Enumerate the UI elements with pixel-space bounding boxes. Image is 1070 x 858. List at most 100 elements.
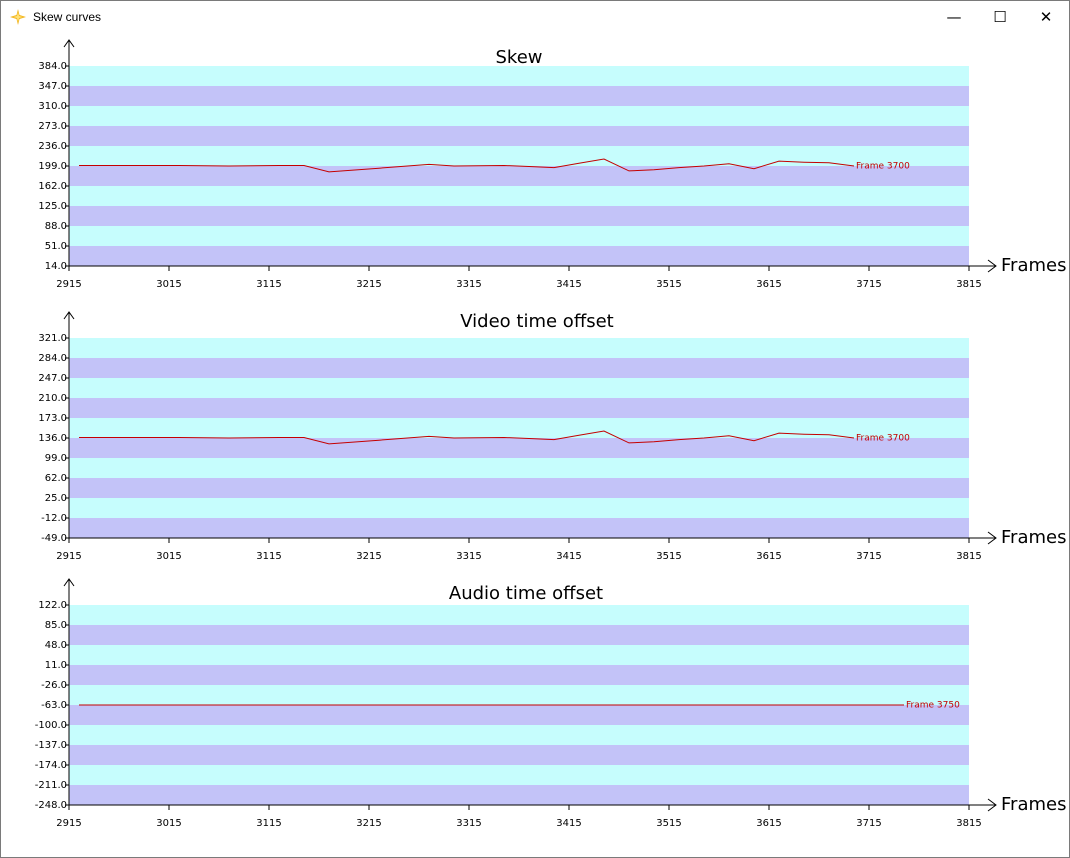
x-tick-label: 3015	[156, 818, 181, 829]
x-axis-label: Frames	[1001, 794, 1066, 815]
plot-band	[69, 206, 969, 226]
x-tick-label: 3315	[456, 818, 481, 829]
plot-band	[69, 246, 969, 266]
chart-title: Audio time offset	[449, 583, 603, 604]
plot-band	[69, 665, 969, 685]
plot-band	[69, 146, 969, 166]
plot-band	[69, 765, 969, 785]
x-axis-arrow	[987, 531, 997, 545]
title-bar[interactable]: Skew curves — ☐ ✕	[1, 1, 1069, 33]
plot-band	[69, 745, 969, 765]
y-tick-label: 48.0	[45, 640, 67, 651]
plot-band	[69, 478, 969, 498]
y-tick-label: 85.0	[45, 620, 67, 631]
plot-band	[69, 186, 969, 206]
y-tick-label: 384.0	[38, 61, 67, 72]
x-tick-label: 2915	[56, 279, 81, 290]
y-tick-label: -26.0	[41, 680, 67, 691]
y-tick-label: 122.0	[38, 600, 67, 611]
x-axis-arrow	[987, 798, 997, 812]
x-tick-label: 3815	[956, 551, 981, 562]
y-tick-label: 247.0	[38, 373, 67, 384]
x-tick-label: 2915	[56, 818, 81, 829]
y-tick-label: -248.0	[35, 800, 67, 811]
maximize-button[interactable]: ☐	[993, 8, 1007, 26]
y-tick-label: 273.0	[38, 121, 67, 132]
plot-band	[69, 685, 969, 705]
y-tick-label: 310.0	[38, 101, 67, 112]
y-tick-label: 88.0	[45, 221, 67, 232]
close-button[interactable]: ✕	[1039, 8, 1053, 26]
y-tick-label: -63.0	[41, 700, 67, 711]
x-tick-label: 3015	[156, 279, 181, 290]
plot-band	[69, 358, 969, 378]
plot-band	[69, 86, 969, 106]
y-tick-label: -174.0	[35, 760, 67, 771]
plot-band	[69, 785, 969, 805]
minimize-button[interactable]: —	[946, 8, 962, 26]
y-tick-label: 136.0	[38, 433, 67, 444]
x-tick-label: 3215	[356, 279, 381, 290]
x-tick-label: 3815	[956, 818, 981, 829]
plot-band	[69, 126, 969, 146]
chart-title: Video time offset	[460, 311, 613, 332]
plot-band	[69, 106, 969, 126]
y-tick-label: 14.0	[45, 261, 67, 272]
y-tick-label: 199.0	[38, 161, 67, 172]
plot-band	[69, 338, 969, 358]
plot-band	[69, 605, 969, 625]
y-tick-label: 125.0	[38, 201, 67, 212]
y-tick-label: 210.0	[38, 393, 67, 404]
y-tick-label: 62.0	[45, 473, 67, 484]
y-tick-label: 51.0	[45, 241, 67, 252]
x-tick-label: 3415	[556, 551, 581, 562]
spark-icon	[10, 9, 26, 25]
y-tick-label: -12.0	[41, 513, 67, 524]
y-tick-label: 162.0	[38, 181, 67, 192]
x-tick-label: 3115	[256, 279, 281, 290]
plot-band	[69, 378, 969, 398]
y-axis-arrow	[63, 311, 75, 320]
plot-band	[69, 518, 969, 538]
y-tick-label: -137.0	[35, 740, 67, 751]
plot-band	[69, 645, 969, 665]
y-tick-label: -49.0	[41, 533, 67, 544]
x-axis-label: Frames	[1001, 255, 1066, 276]
plot-band	[69, 725, 969, 745]
y-tick-label: 321.0	[38, 333, 67, 344]
x-tick-label: 3615	[756, 818, 781, 829]
y-tick-label: 236.0	[38, 141, 67, 152]
y-tick-label: 173.0	[38, 413, 67, 424]
y-tick-label: -100.0	[35, 720, 67, 731]
plot-band	[69, 458, 969, 478]
x-tick-label: 3815	[956, 279, 981, 290]
y-tick-label: 347.0	[38, 81, 67, 92]
frame-annotation: Frame 3700	[856, 162, 910, 172]
y-tick-label: 284.0	[38, 353, 67, 364]
x-tick-label: 3415	[556, 818, 581, 829]
plot-band	[69, 398, 969, 418]
skew-charts: Skew Frames 14.0 51.0 88.0 125.0 162.0 199.0 236…	[35, 39, 1066, 829]
x-tick-label: 3715	[856, 818, 881, 829]
window-title: Skew curves	[33, 10, 102, 24]
x-tick-label: 3515	[656, 279, 681, 290]
frame-annotation: Frame 3750	[906, 701, 960, 711]
plot-band	[69, 438, 969, 458]
plot-band	[69, 705, 969, 725]
x-tick-label: 3215	[356, 818, 381, 829]
plot-band	[69, 166, 969, 186]
y-tick-label: 11.0	[45, 660, 67, 671]
y-tick-label: 25.0	[45, 493, 67, 504]
plot-band	[69, 66, 969, 86]
x-tick-label: 3515	[656, 818, 681, 829]
x-tick-label: 3615	[756, 279, 781, 290]
x-tick-label: 3615	[756, 551, 781, 562]
x-tick-label: 2915	[56, 551, 81, 562]
x-tick-label: 3315	[456, 551, 481, 562]
x-tick-label: 3515	[656, 551, 681, 562]
x-tick-label: 3715	[856, 279, 881, 290]
y-axis-arrow	[63, 578, 75, 587]
plot-band	[69, 418, 969, 438]
x-tick-label: 3415	[556, 279, 581, 290]
